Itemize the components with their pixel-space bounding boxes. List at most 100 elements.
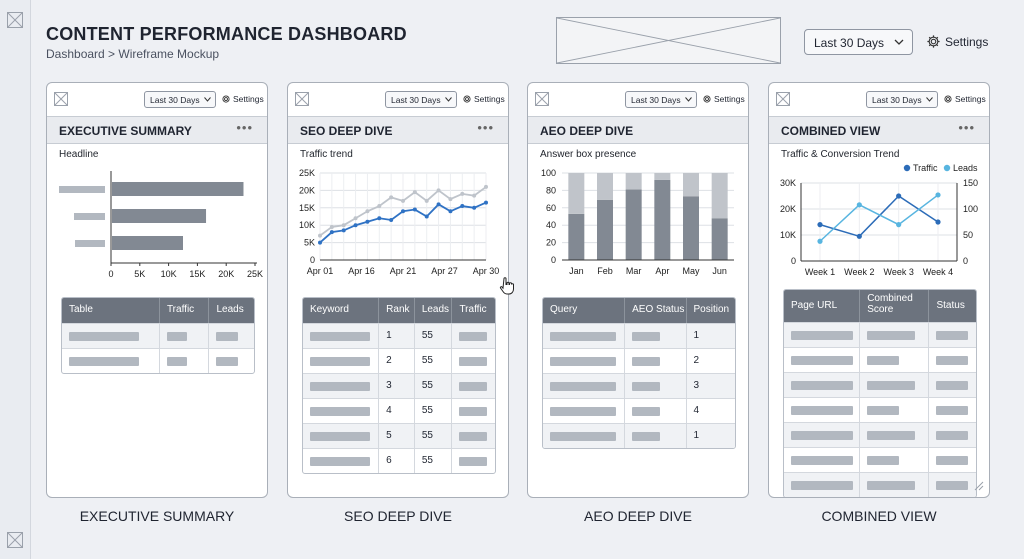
table-row[interactable] [784, 397, 976, 422]
x-tick-label: 0 [108, 269, 113, 279]
panel-date-dropdown[interactable]: Last 30 Days [385, 91, 457, 108]
y-tick-label: 60 [546, 203, 556, 213]
placeholder-bar [791, 331, 853, 340]
column-header[interactable]: Combined Score [859, 290, 928, 322]
column-header[interactable]: Leads [413, 298, 452, 323]
panel-date-dropdown[interactable]: Last 30 Days [625, 91, 697, 108]
date-range-dropdown[interactable]: Last 30 Days [804, 29, 913, 55]
column-header[interactable]: Rank [378, 298, 414, 323]
table-row[interactable] [62, 348, 254, 373]
table-row[interactable]: 3 55 [303, 373, 495, 398]
settings-button[interactable]: Settings [926, 34, 988, 49]
table-row[interactable]: 2 [543, 348, 735, 373]
panel-caption: COMBINED VIEW [821, 508, 937, 524]
table-row[interactable] [784, 322, 976, 347]
logo-placeholder [556, 17, 781, 64]
column-header[interactable]: AEO Status [624, 298, 685, 323]
placeholder-cell [158, 324, 209, 348]
data-point [436, 202, 441, 207]
column-header[interactable]: Page URL [791, 300, 838, 311]
column-header[interactable]: Position [685, 298, 736, 323]
placeholder-bar [632, 332, 661, 341]
y-tick-label: 10K [299, 220, 315, 230]
column-header[interactable]: Traffic [158, 298, 209, 323]
settings-label: Settings [945, 34, 989, 49]
data-point [401, 209, 405, 214]
placeholder-cell [859, 348, 928, 372]
panel-settings-button[interactable]: Settings [221, 94, 264, 104]
data-point [424, 198, 429, 203]
panel-settings-button[interactable]: Settings [462, 94, 505, 104]
x-tick-label: 10K [161, 269, 177, 279]
y-tick-label: 5K [304, 238, 315, 248]
more-icon[interactable]: ••• [236, 120, 253, 135]
column-header[interactable]: Traffic [451, 298, 495, 323]
breadcrumb[interactable]: Dashboard > Wireframe Mockup [46, 47, 220, 61]
data-point [856, 233, 862, 239]
data-point [318, 240, 322, 245]
table-cell: 2 [685, 349, 736, 373]
table-row[interactable]: 5 55 [303, 423, 495, 448]
placeholder-cell [158, 349, 209, 373]
chart-title: Headline [59, 149, 99, 160]
resize-handle-icon[interactable] [972, 479, 984, 491]
table-row[interactable] [784, 447, 976, 472]
y2-tick-label: 0 [963, 256, 968, 266]
y-tick-label: 15K [299, 203, 315, 213]
table-row[interactable]: 1 [543, 423, 735, 448]
table-cell: 55 [413, 449, 452, 473]
column-header[interactable]: Query [550, 304, 578, 315]
data-point [460, 204, 465, 209]
placeholder-cell [859, 323, 928, 347]
column-header[interactable]: Table [69, 304, 93, 315]
placeholder-bar [936, 331, 969, 340]
placeholder-bar [459, 432, 488, 441]
gear-icon [703, 95, 711, 103]
placeholder-cell [208, 324, 254, 348]
table-row[interactable]: 4 [543, 398, 735, 423]
table-row[interactable] [784, 347, 976, 372]
table-row[interactable]: 1 55 [303, 323, 495, 348]
more-icon[interactable]: ••• [477, 120, 494, 135]
table-row[interactable] [62, 323, 254, 348]
data-point [412, 207, 417, 212]
panel-date-dropdown[interactable]: Last 30 Days [144, 91, 216, 108]
table-row[interactable]: 4 55 [303, 398, 495, 423]
table-row[interactable]: 1 [543, 323, 735, 348]
column-header[interactable]: Status [928, 290, 976, 322]
table-cell: 4 [685, 399, 736, 423]
y2-tick-label: 100 [963, 204, 978, 214]
table-row[interactable]: 3 [543, 373, 735, 398]
x-tick-label: Mar [626, 266, 642, 276]
y-tick-label: 0 [310, 255, 315, 265]
data-point [365, 209, 370, 214]
chart-title: Traffic & Conversion Trend [781, 149, 900, 160]
table-row[interactable]: 6 55 [303, 448, 495, 473]
column-header[interactable]: Leads [208, 298, 254, 323]
bar [625, 173, 642, 190]
table-row[interactable]: 2 55 [303, 348, 495, 373]
placeholder-cell [543, 324, 624, 348]
panel-caption: EXECUTIVE SUMMARY [79, 508, 235, 524]
placeholder-bar [310, 382, 370, 391]
placeholder-cell [624, 349, 685, 373]
placeholder-cell [303, 424, 378, 448]
panel-date-dropdown[interactable]: Last 30 Days [866, 91, 938, 108]
y-tick-label: 20K [299, 185, 315, 195]
placeholder-bar [550, 432, 616, 441]
table-row[interactable] [784, 472, 976, 497]
panel-seo-deep-dive: Last 30 Days Settings SEO DEEP DIVE ••• … [287, 82, 509, 498]
placeholder-bar [867, 431, 916, 440]
placeholder-cell [543, 374, 624, 398]
table-row[interactable] [784, 422, 976, 447]
table-row[interactable] [784, 372, 976, 397]
panel-settings-button[interactable]: Settings [943, 94, 986, 104]
more-icon[interactable]: ••• [958, 120, 975, 135]
panel-settings-button[interactable]: Settings [702, 94, 745, 104]
panel-caption: SEO DEEP DIVE [344, 508, 452, 524]
page-title: CONTENT PERFORMANCE DASHBOARD [46, 24, 407, 44]
data-point [329, 224, 334, 229]
traffic-trend-chart: 0 5K 10K 15K 20K 25K Apr 01 Apr 16 Apr 21 Apr 27 A… [299, 168, 499, 276]
column-header[interactable]: Keyword [310, 304, 349, 315]
table-cell: 55 [413, 399, 452, 423]
